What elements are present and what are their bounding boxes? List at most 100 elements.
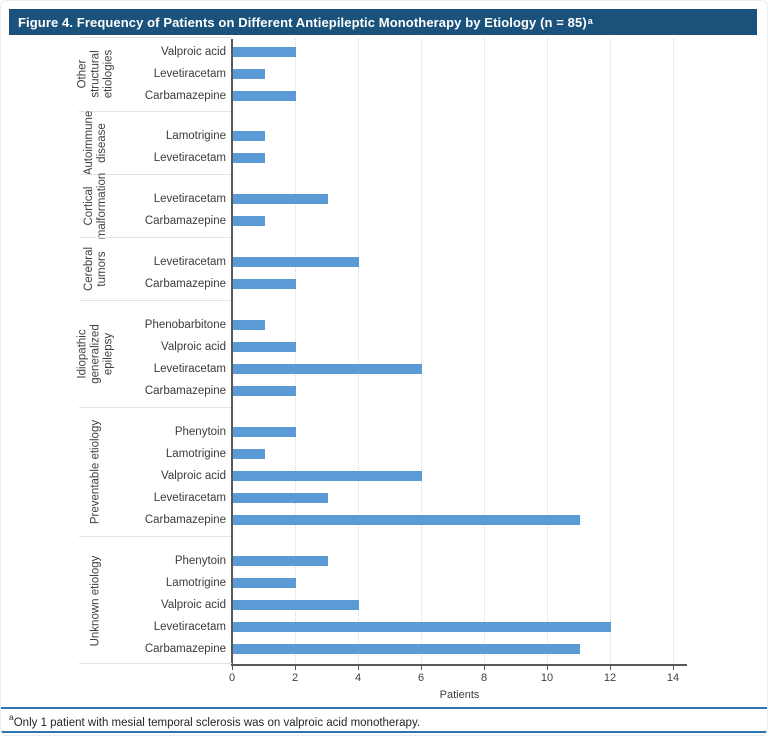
bar [233, 386, 296, 396]
figure-title-bar: Figure 4. Frequency of Patients on Diffe… [9, 9, 757, 35]
bar [233, 257, 359, 267]
footnote-text: Only 1 patient with mesial temporal scle… [13, 716, 421, 729]
category-label: Levetiracetam [153, 621, 226, 633]
bar-row: Carbamazepine [1, 380, 767, 402]
group-separator [79, 111, 232, 112]
footnote-section: aOnly 1 patient with mesial temporal scl… [1, 707, 767, 733]
category-label: Levetiracetam [153, 492, 226, 504]
bar-row: Valproic acid [1, 41, 767, 63]
bar-row: Lamotrigine [1, 443, 767, 465]
gridline [484, 39, 485, 664]
category-label: Levetiracetam [153, 363, 226, 375]
etiology-group: Cerebral tumors Levetiracetam Carbamazepine [1, 237, 767, 300]
bar [233, 131, 265, 141]
gridline [547, 39, 548, 664]
bar [233, 622, 611, 632]
bar [233, 578, 296, 588]
bar-row: Levetiracetam [1, 487, 767, 509]
footnote-superscript: a [9, 711, 14, 722]
gridline [421, 39, 422, 664]
bar-row: Lamotrigine [1, 572, 767, 594]
bar-row: Levetiracetam [1, 616, 767, 638]
group-separator [79, 407, 232, 408]
bar-row: Carbamazepine [1, 210, 767, 232]
axis-tick [232, 666, 233, 670]
group-separator [79, 37, 232, 38]
bar [233, 69, 265, 79]
bar-row: Carbamazepine [1, 273, 767, 295]
bar-row: Levetiracetam [1, 147, 767, 169]
category-label: Levetiracetam [153, 193, 226, 205]
category-label: Carbamazepine [144, 514, 226, 526]
etiology-groups: Other structural etiologies Valproic acid Le… [1, 37, 767, 665]
axis-tick [610, 666, 611, 670]
axis-tick [421, 666, 422, 670]
bar-row: Phenytoin [1, 421, 767, 443]
etiology-group: Unknown etiology Phenytoin Lamotrigine Valp… [1, 536, 767, 665]
bar-row: Levetiracetam [1, 251, 767, 273]
tick-label: 10 [540, 672, 554, 684]
bar-row: Phenobarbitone [1, 314, 767, 336]
etiology-group: Other structural etiologies Valproic acid Le… [1, 37, 767, 111]
bar [233, 216, 265, 226]
axis-tick [673, 666, 674, 670]
chart-area: Other structural etiologies Valproic acid Le… [1, 37, 767, 701]
etiology-group: Idiopathic generalized epilepsy Phenobarbit… [1, 300, 767, 407]
bar-row: Levetiracetam [1, 188, 767, 210]
group-separator [79, 174, 232, 175]
bar [233, 279, 296, 289]
category-label: Carbamazepine [144, 643, 226, 655]
figure-title: Figure 4. Frequency of Patients on Diffe… [18, 14, 587, 30]
category-label: Lamotrigine [165, 130, 226, 142]
bar-row: Carbamazepine [1, 509, 767, 531]
bar-row: Lamotrigine [1, 125, 767, 147]
category-label: Lamotrigine [165, 577, 226, 589]
group-separator [79, 237, 232, 238]
category-label: Levetiracetam [153, 152, 226, 164]
tick-label: 0 [228, 672, 236, 684]
footnote-rule-top [1, 707, 767, 709]
category-label: Levetiracetam [153, 68, 226, 80]
bar [233, 320, 265, 330]
x-axis-title: Patients [439, 689, 480, 701]
axis-tick [484, 666, 485, 670]
category-label: Carbamazepine [144, 385, 226, 397]
category-label: Valproic acid [161, 470, 226, 482]
y-axis-line [231, 39, 233, 664]
group-separator-bottom [79, 663, 232, 664]
bar-row: Valproic acid [1, 336, 767, 358]
bar-row: Phenytoin [1, 550, 767, 572]
etiology-group: Cortical malformation Levetiracetam Carbama… [1, 172, 767, 239]
bar [233, 364, 422, 374]
figure-title-superscript: a [587, 16, 593, 26]
bar [233, 471, 422, 481]
axis-tick [547, 666, 548, 670]
bar [233, 91, 296, 101]
category-label: Levetiracetam [153, 256, 226, 268]
bar-row: Levetiracetam [1, 63, 767, 85]
tick-label: 2 [291, 672, 299, 684]
group-separator [79, 300, 232, 301]
gridline [358, 39, 359, 664]
category-label: Valproic acid [161, 46, 226, 58]
tick-label: 8 [480, 672, 488, 684]
bar [233, 600, 359, 610]
bar [233, 342, 296, 352]
bar-row: Valproic acid [1, 594, 767, 616]
footnote: aOnly 1 patient with mesial temporal scl… [1, 709, 767, 732]
group-separator [79, 536, 232, 537]
tick-label: 12 [603, 672, 617, 684]
bar [233, 427, 296, 437]
bar-row: Carbamazepine [1, 638, 767, 660]
bar [233, 556, 328, 566]
tick-label: 6 [417, 672, 425, 684]
bar [233, 47, 296, 57]
gridline [610, 39, 611, 664]
x-axis-line [231, 664, 687, 666]
category-label: Phenytoin [174, 426, 226, 438]
bar-row: Carbamazepine [1, 85, 767, 107]
axis-tick [358, 666, 359, 670]
bar [233, 153, 265, 163]
axis-tick [295, 666, 296, 670]
